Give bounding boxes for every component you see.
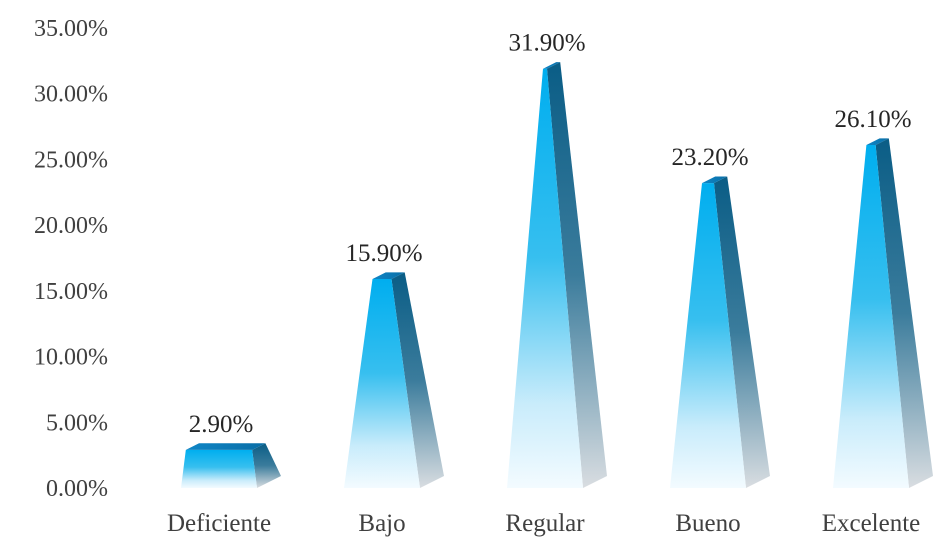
data-label: 26.10% xyxy=(834,106,911,133)
data-label: 2.90% xyxy=(189,411,254,438)
data-label: 15.90% xyxy=(345,240,422,267)
y-tick-label: 30.00% xyxy=(34,82,108,108)
bar-front xyxy=(181,449,257,488)
data-labels: 2.90% 15.90% 31.90% 23.20% 26.10% xyxy=(189,30,912,438)
bar xyxy=(670,176,770,489)
bar-side xyxy=(391,272,444,488)
bar-cap xyxy=(866,138,889,145)
y-tick-label: 10.00% xyxy=(34,345,108,371)
bar-front xyxy=(344,279,420,488)
x-tick-label: Regular xyxy=(505,510,585,537)
bar-side xyxy=(252,443,281,488)
data-label: 31.90% xyxy=(508,30,585,57)
bar-cap xyxy=(543,62,561,69)
bar xyxy=(344,272,444,488)
bar-cap xyxy=(702,176,728,184)
y-axis: 0.00% 5.00% 10.00% 15.00% 20.00% 25.00% 30.00%… xyxy=(34,16,108,502)
bar-cap xyxy=(185,443,266,450)
y-tick-label: 35.00% xyxy=(34,16,108,42)
data-label: 23.20% xyxy=(671,144,748,171)
bar xyxy=(507,62,607,489)
x-axis: Deficiente Bajo Regular Bueno Excelente xyxy=(167,510,920,537)
x-tick-label: Bajo xyxy=(358,510,405,537)
y-tick-label: 25.00% xyxy=(34,147,108,173)
y-tick-label: 15.00% xyxy=(34,279,108,305)
bar-side xyxy=(713,176,770,488)
bar-front xyxy=(507,68,583,488)
y-tick-label: 5.00% xyxy=(46,410,108,436)
bars xyxy=(181,62,933,489)
bar xyxy=(181,443,281,488)
x-tick-label: Deficiente xyxy=(167,510,271,537)
bar-cap xyxy=(372,272,405,280)
x-tick-label: Excelente xyxy=(822,510,921,537)
y-tick-label: 20.00% xyxy=(34,213,108,239)
bar-front xyxy=(670,183,746,489)
bar-front xyxy=(833,144,909,488)
bar xyxy=(833,138,933,488)
x-tick-label: Bueno xyxy=(675,510,740,537)
bar-side xyxy=(547,62,607,489)
bar-side xyxy=(875,138,933,488)
y-tick-label: 0.00% xyxy=(46,476,108,502)
